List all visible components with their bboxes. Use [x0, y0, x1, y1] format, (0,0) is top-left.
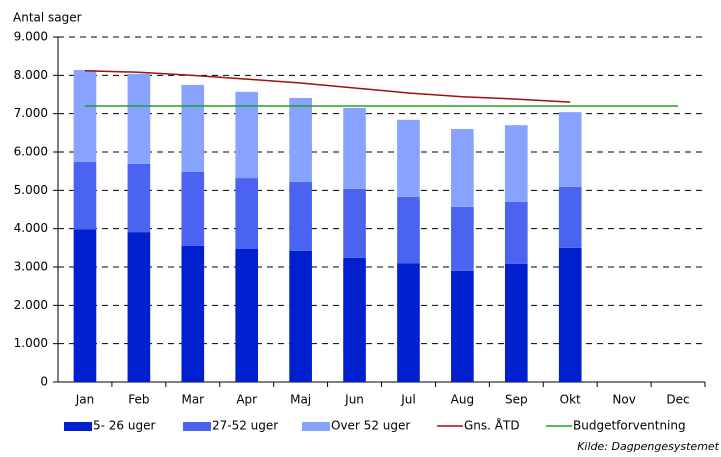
bar-segment [235, 248, 259, 382]
bar-segment [181, 245, 205, 382]
bar-segment [289, 181, 312, 251]
bar-segment [73, 161, 97, 230]
bar-segment [451, 206, 474, 271]
y-tick-label: 0 [40, 375, 48, 389]
bar-segment [343, 257, 366, 382]
x-tick-label: Jan [75, 393, 95, 407]
bar-segment [397, 196, 420, 264]
bar-segment [73, 229, 97, 382]
bar-segment [73, 69, 97, 162]
y-tick-label: 4.000 [14, 221, 48, 235]
x-tick-label: Apr [236, 393, 257, 407]
y-tick-label: 1.000 [14, 336, 48, 350]
legend-label: 5- 26 uger [93, 419, 155, 433]
x-tick-label: Sep [505, 393, 528, 407]
bar-segment [127, 73, 151, 164]
x-tick-label: Dec [666, 393, 689, 407]
y-axis-title: Antal sager [13, 11, 82, 25]
legend-label: Budgetforventning [573, 419, 686, 433]
legend-label: Over 52 uger [331, 419, 410, 433]
y-tick-label: 2.000 [14, 298, 48, 312]
bar-segment [451, 270, 474, 382]
legend-label: 27-52 uger [212, 419, 278, 433]
bar-segment [235, 178, 259, 249]
y-tick-label: 9.000 [14, 30, 48, 44]
x-tick-label: Maj [290, 393, 311, 407]
bar-segment [451, 129, 474, 207]
x-tick-label: Jul [400, 393, 415, 407]
y-tick-label: 7.000 [14, 106, 48, 120]
bar-segment [235, 91, 259, 179]
bar-segment [289, 97, 312, 182]
line [84, 69, 571, 103]
bar-segment [397, 119, 420, 197]
bar-segment [558, 112, 582, 187]
legend-label: Gns. ÅTD [464, 418, 520, 433]
bar-segment [343, 188, 366, 258]
legend-swatch [302, 422, 330, 431]
bar-segment [181, 84, 205, 172]
legend-swatch [183, 422, 211, 431]
source-note: Kilde: Dagpengesystemet [577, 440, 719, 453]
bar-segment [504, 201, 528, 264]
bar-segment [558, 247, 582, 382]
bar-segment [289, 250, 312, 382]
bar-segment [127, 163, 151, 233]
bar-segment [181, 171, 205, 246]
bar-segment [343, 107, 366, 189]
x-tick-label: Aug [451, 393, 474, 407]
x-tick-label: Feb [128, 393, 149, 407]
bar-segment [558, 186, 582, 248]
x-tick-label: Mar [181, 393, 204, 407]
bar-segment [504, 125, 528, 202]
x-tick-label: Nov [612, 393, 635, 407]
y-tick-label: 5.000 [14, 183, 48, 197]
y-tick-label: 6.000 [14, 145, 48, 159]
y-tick-label: 3.000 [14, 260, 48, 274]
x-tick-label: Jun [344, 393, 364, 407]
x-tick-label: Okt [560, 393, 581, 407]
bar-segment [397, 263, 420, 382]
legend-swatch [64, 422, 92, 431]
y-tick-label: 8.000 [14, 68, 48, 82]
bar-segment [127, 232, 151, 382]
bar-segment [504, 263, 528, 382]
